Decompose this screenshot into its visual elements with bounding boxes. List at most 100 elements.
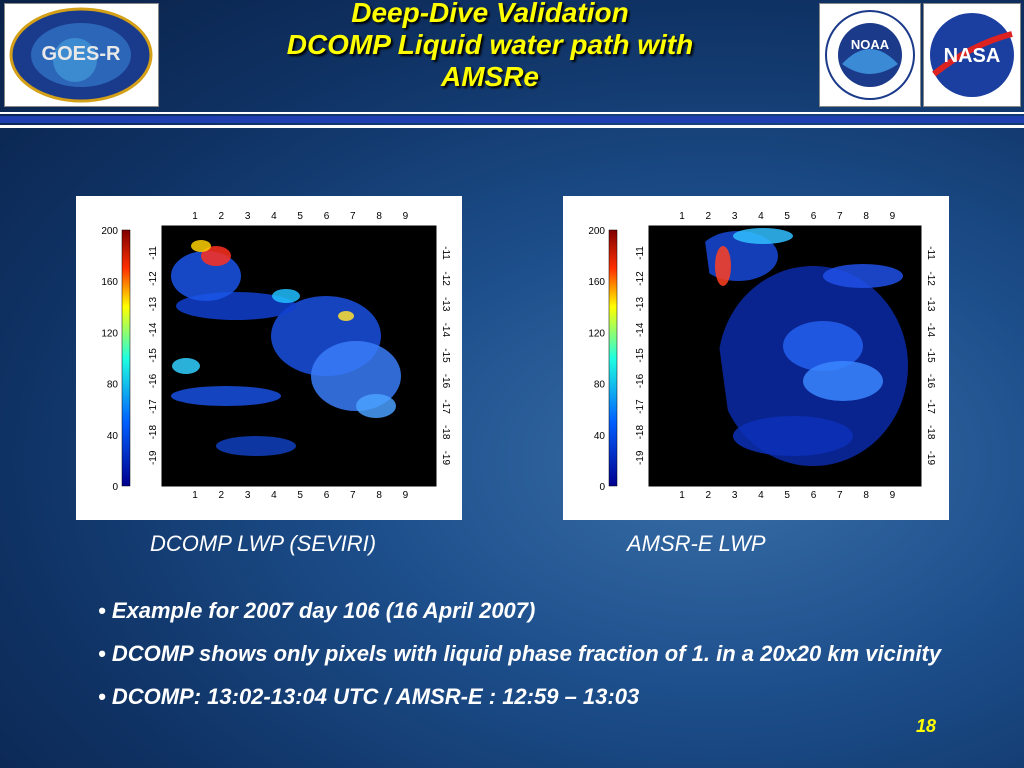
bullet: • DCOMP: 13:02-13:04 UTC / AMSR-E : 12:5… [98, 684, 640, 709]
x-tick-label: 9 [403, 490, 409, 501]
x-tick-label: 8 [376, 490, 382, 501]
x-tick-label: 6 [324, 490, 330, 501]
y-tick-label: -11 [440, 246, 451, 260]
colorbar-tick-label: 40 [594, 431, 606, 442]
map-blob [311, 341, 401, 411]
y-tick-label: -19 [440, 451, 451, 466]
y-tick-label: -15 [440, 348, 451, 363]
x-tick-label: 9 [403, 211, 409, 222]
map-blob [733, 228, 793, 244]
y-tick-label: -16 [440, 374, 451, 389]
y-tick-label: -13 [635, 297, 646, 312]
y-tick-label: -14 [925, 323, 936, 338]
map-blob [172, 358, 200, 374]
y-tick-label: -11 [635, 246, 646, 260]
logo-text: GOES-R [42, 43, 121, 65]
title-line: Deep-Dive Validation [351, 0, 629, 28]
x-tick-label: 3 [732, 211, 738, 222]
map-blob [171, 386, 281, 406]
x-tick-label: 4 [271, 211, 277, 222]
x-tick-label: 2 [706, 211, 712, 222]
y-tick-label: -18 [148, 425, 159, 440]
y-tick-label: -17 [440, 399, 451, 414]
bullet-text: DCOMP shows only pixels with liquid phas… [111, 641, 942, 666]
caption: DCOMP LWP (SEVIRI) [150, 531, 377, 556]
y-tick-label: -12 [148, 271, 159, 286]
map-blob [338, 311, 354, 321]
colorbar-tick-label: 200 [101, 226, 118, 237]
map-blob [803, 361, 883, 401]
x-tick-label: 5 [784, 211, 790, 222]
x-tick-label: 8 [863, 490, 869, 501]
colorbar-tick-label: 120 [101, 328, 118, 339]
y-tick-label: -14 [148, 322, 159, 337]
map-blob [216, 436, 296, 456]
map-blob [715, 246, 731, 286]
colorbar-tick-label: 0 [599, 482, 605, 493]
colorbar-tick-label: 80 [107, 380, 119, 391]
map-blob [783, 321, 863, 371]
nasa-logo: NASA [923, 3, 1021, 107]
y-tick-label: -12 [925, 271, 936, 286]
x-tick-label: 1 [679, 490, 685, 501]
goes-logo-art: GOES-R [9, 7, 153, 103]
x-tick-label: 2 [219, 490, 225, 501]
x-tick-label: 6 [811, 211, 817, 222]
x-tick-label: 1 [679, 211, 685, 222]
y-tick-label: -14 [440, 323, 451, 338]
map-blob [823, 264, 903, 288]
y-tick-label: -18 [925, 425, 936, 440]
goes-r-logo: GOES-R [4, 3, 159, 107]
y-tick-label: -17 [148, 399, 159, 414]
y-tick-label: -13 [148, 297, 159, 312]
map-blob [191, 240, 211, 252]
bullet-list: • Example for 2007 day 106 (16 April 200… [98, 594, 968, 723]
colorbar-tick-label: 200 [588, 226, 605, 237]
y-tick-label: -17 [635, 399, 646, 414]
map-panel: 200 160 120 80 40 0 1 1 2 2 3 3 4 4 5 5 6 6 7 7 8 8 9 9 -11 -11 -1… [76, 196, 462, 520]
x-tick-label: 5 [784, 490, 790, 501]
colorbar [121, 229, 131, 487]
y-tick-label: -13 [925, 297, 936, 312]
noaa-logo-art: NOAA [825, 10, 915, 100]
map-blob [272, 289, 300, 303]
colorbar-tick-label: 160 [101, 277, 118, 288]
map-blob [733, 416, 853, 456]
x-tick-label: 3 [732, 490, 738, 501]
x-tick-label: 2 [706, 490, 712, 501]
x-tick-label: 8 [863, 211, 869, 222]
x-tick-label: 2 [219, 211, 225, 222]
colorbar [608, 229, 618, 487]
x-tick-label: 4 [758, 490, 764, 501]
bullet: • DCOMP shows only pixels with liquid ph… [98, 641, 942, 666]
y-tick-label: -15 [635, 348, 646, 363]
x-tick-label: 6 [811, 490, 817, 501]
y-tick-label: -15 [148, 348, 159, 363]
swath-edge [649, 226, 738, 486]
x-tick-label: 5 [297, 490, 303, 501]
x-tick-label: 7 [837, 490, 843, 501]
x-tick-label: 8 [376, 211, 382, 222]
y-tick-label: -11 [148, 246, 159, 260]
logo-text: NOAA [851, 37, 890, 52]
x-tick-label: 3 [245, 490, 251, 501]
bullet-text: Example for 2007 day 106 (16 April 2007) [111, 598, 536, 623]
y-tick-label: -15 [925, 348, 936, 363]
y-tick-label: -19 [148, 450, 159, 465]
title-line: AMSRe [440, 61, 539, 92]
map-panel: 200 160 120 80 40 0 1 1 2 2 3 3 4 4 5 5 6 6 7 7 8 8 9 9 -11 -11 -1… [563, 196, 949, 520]
y-tick-label: -17 [925, 399, 936, 414]
map-figure: 200 160 120 80 40 0 1 1 2 2 3 3 4 4 5 5 6 6 7 7 8 8 9 9 -11 -11 -1… [101, 211, 451, 501]
bullet: • Example for 2007 day 106 (16 April 200… [98, 598, 536, 623]
y-tick-label: -19 [635, 450, 646, 465]
y-tick-label: -16 [148, 373, 159, 388]
y-tick-label: -16 [925, 374, 936, 389]
y-tick-label: -12 [440, 271, 451, 286]
y-tick-label: -13 [440, 297, 451, 312]
caption: AMSR-E LWP [627, 531, 766, 556]
colorbar-tick-label: 120 [588, 328, 605, 339]
y-tick-label: -14 [635, 322, 646, 337]
x-tick-label: 5 [297, 211, 303, 222]
bullet-text: DCOMP: 13:02-13:04 UTC / AMSR-E : 12:59 … [111, 684, 640, 709]
